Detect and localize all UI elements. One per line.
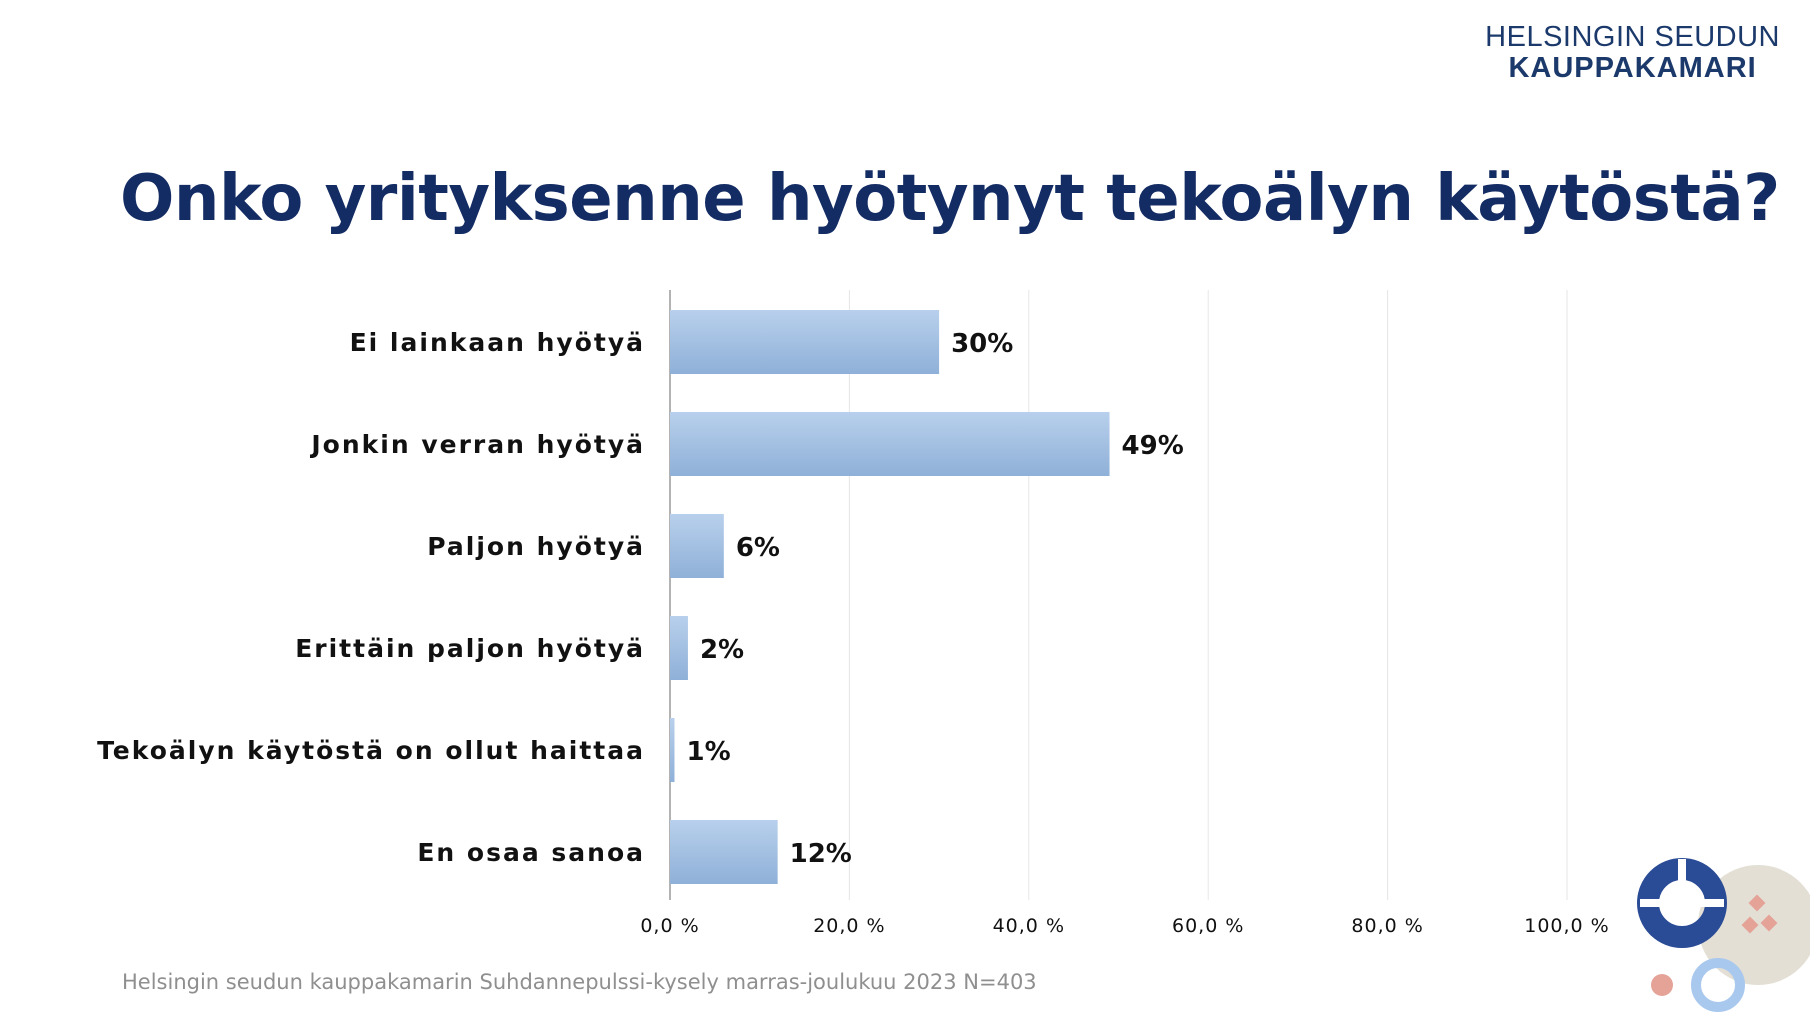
category-label: En osaa sanoa — [417, 838, 645, 867]
value-label: 1% — [686, 737, 730, 767]
x-tick-label: 60,0 % — [1172, 915, 1244, 937]
light-blue-ring — [1691, 958, 1745, 1012]
decoration-graphic — [1637, 858, 1810, 1012]
bar — [670, 412, 1110, 476]
x-tick-label: 100,0 % — [1524, 915, 1610, 937]
logo-line-2: KAUPPAKAMARI — [1508, 52, 1757, 85]
x-tick-label: 20,0 % — [813, 915, 885, 937]
salmon-dot — [1651, 974, 1673, 996]
category-label: Paljon hyötyä — [427, 532, 645, 561]
logo-line-1: HELSINGIN SEUDUN — [1485, 21, 1780, 53]
logo: HELSINGIN SEUDUN KAUPPAKAMARI — [1485, 21, 1780, 85]
x-tick-label: 40,0 % — [993, 915, 1065, 937]
bar — [670, 514, 724, 578]
bar-chart: 0,0 % 20,0 % 40,0 % 60,0 % 80,0 % 100,0 % Ei l… — [97, 290, 1610, 937]
value-label: 49% — [1122, 431, 1184, 461]
x-tick-label: 0,0 % — [640, 915, 699, 937]
source-note: Helsingin seudun kauppakamarin Suhdannep… — [122, 970, 1037, 994]
value-label: 6% — [736, 533, 780, 563]
category-label: Jonkin verran hyötyä — [309, 430, 645, 459]
category-label: Ei lainkaan hyötyä — [350, 328, 645, 357]
value-label: 30% — [951, 329, 1013, 359]
ring-gap-horizontal — [1640, 899, 1724, 907]
bar — [670, 718, 675, 782]
value-label: 2% — [700, 635, 744, 665]
ring-gap-vertical — [1678, 859, 1686, 889]
category-label: Tekoälyn käytöstä on ollut haittaa — [97, 736, 645, 765]
value-label: 12% — [790, 839, 852, 869]
x-tick-label: 80,0 % — [1351, 915, 1423, 937]
category-label: Erittäin paljon hyötyä — [295, 634, 645, 663]
bar — [670, 616, 688, 680]
bar — [670, 820, 778, 884]
page-title: Onko yrityksenne hyötynyt tekoälyn käytö… — [120, 162, 1780, 236]
bar — [670, 310, 940, 374]
